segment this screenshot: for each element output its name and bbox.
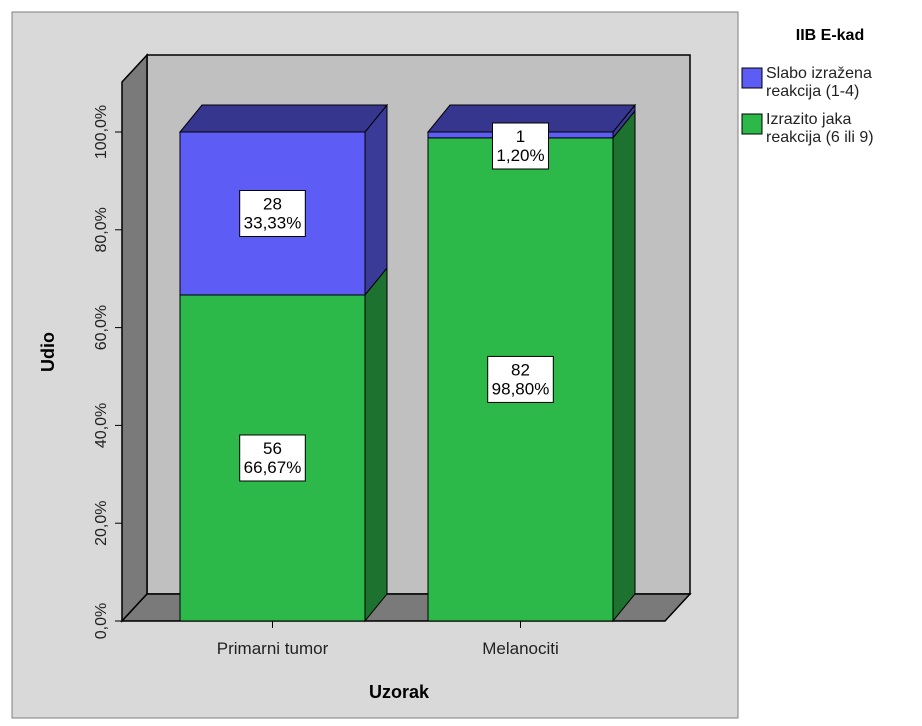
legend-label: Slabo izražena [766,65,872,82]
legend-title: IIB E-kad [796,27,864,44]
x-tick-label: Melanociti [482,639,559,658]
bars [178,103,637,623]
bar-segment-side [364,103,388,297]
y-tick-label: 20,0% [93,501,110,546]
x-tick-label: Primarni tumor [217,639,329,658]
data-label-box [487,355,554,403]
legend-label: reakcija (1-4) [766,83,859,100]
data-label-box [492,122,549,170]
legend-label: Izrazito jaka [766,111,851,128]
y-axis: 0,0% 20,0% 40,0% 60,0% 80,0% 100,0% [93,105,122,639]
data-label-text: 1 [516,127,525,146]
x-axis-title: Uzorak [369,682,430,702]
data-label-text: 33,33% [244,213,302,232]
data-label-box [239,434,306,482]
data-label: 11,20% [492,122,549,170]
legend-swatch [741,67,763,89]
data-label-text: 82 [511,360,530,379]
data-label-text: 28 [263,194,282,213]
chart-side-wall [121,53,148,623]
bar-segment-side [612,109,636,623]
y-tick-label: 40,0% [93,403,110,448]
bar-segment-side [364,266,388,623]
y-tick-label: 100,0% [93,105,110,159]
bar-top [426,104,637,133]
legend-label: reakcija (6 ili 9) [766,129,874,146]
legend-swatch [741,113,763,135]
y-tick-label: 60,0% [93,305,110,350]
y-tick-label: 80,0% [93,207,110,252]
y-tick-label: 0,0% [93,603,110,639]
data-label-text: 1,20% [496,146,544,165]
data-label-text: 56 [263,439,282,458]
y-axis-title: Udio [38,332,58,372]
bar-top [178,104,389,133]
data-label-text: 98,80% [492,379,550,398]
x-axis: Primarni tumor Melanociti [217,621,559,658]
data-label-text: 66,67% [244,458,302,477]
data-label-box [239,189,306,237]
